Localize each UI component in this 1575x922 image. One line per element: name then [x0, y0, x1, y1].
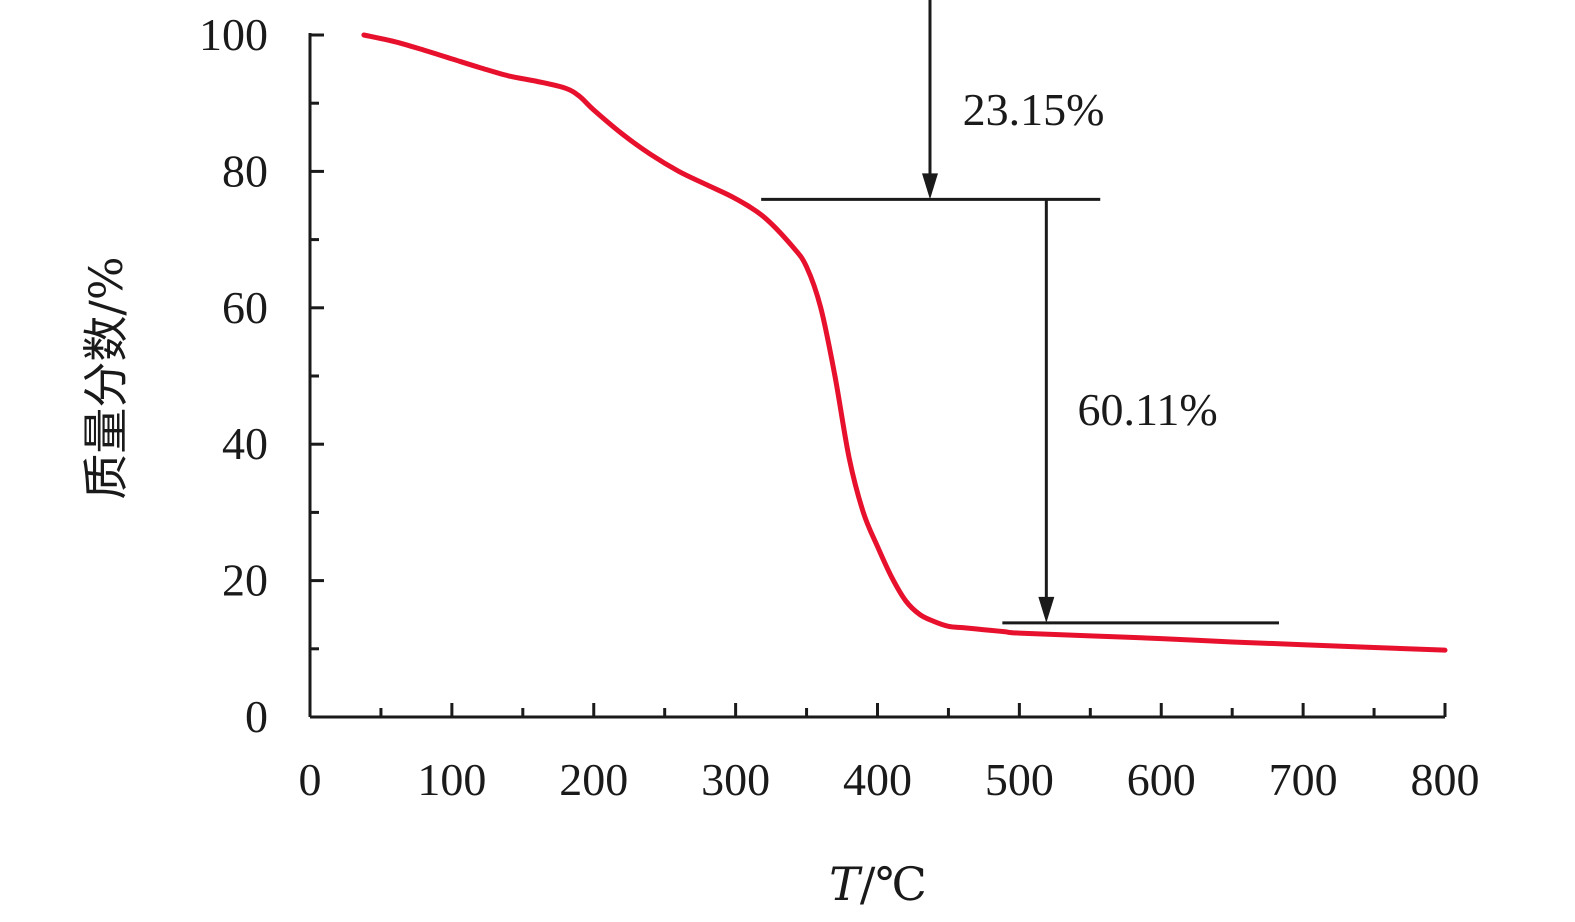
- x-tick-label: 400: [843, 754, 912, 805]
- x-tick-label: 700: [1269, 754, 1338, 805]
- y-tick-label: 40: [222, 418, 268, 469]
- x-axis-title-unit: /℃: [860, 857, 927, 911]
- curve-layer: [361, 32, 1448, 653]
- x-tick-label: 200: [559, 754, 628, 805]
- axes: 0 100 200 300 400 500 600 700 800 0 20 40 60 80 100: [199, 9, 1480, 805]
- x-tick-label: 600: [1127, 754, 1196, 805]
- y-tick-label: 20: [222, 555, 268, 606]
- mass-loss-arrow-1-head: [921, 173, 938, 200]
- y-tick-label: 100: [199, 9, 268, 60]
- mass-loss-arrow-2-label: 60.11%: [1078, 384, 1218, 435]
- y-tick-label: 0: [245, 691, 268, 742]
- x-tick-label: 100: [417, 754, 486, 805]
- tga-curve: [361, 32, 1448, 653]
- mass-loss-arrow-1-label: 23.15%: [963, 84, 1105, 135]
- x-tick-label: 500: [985, 754, 1054, 805]
- x-tick-label: 300: [701, 754, 770, 805]
- annotation-layer: 23.15% 60.11%: [761, 0, 1280, 625]
- x-tick-label: 0: [299, 754, 322, 805]
- y-axis-title: 质量分数/%: [79, 256, 133, 499]
- x-tick-label: 800: [1411, 754, 1480, 805]
- x-axis-title: T/℃: [829, 857, 927, 911]
- y-tick-label: 60: [222, 282, 268, 333]
- x-axis-title-variable: T: [829, 857, 863, 911]
- mass-loss-arrow-2-head: [1038, 596, 1055, 623]
- y-tick-label: 80: [222, 145, 268, 196]
